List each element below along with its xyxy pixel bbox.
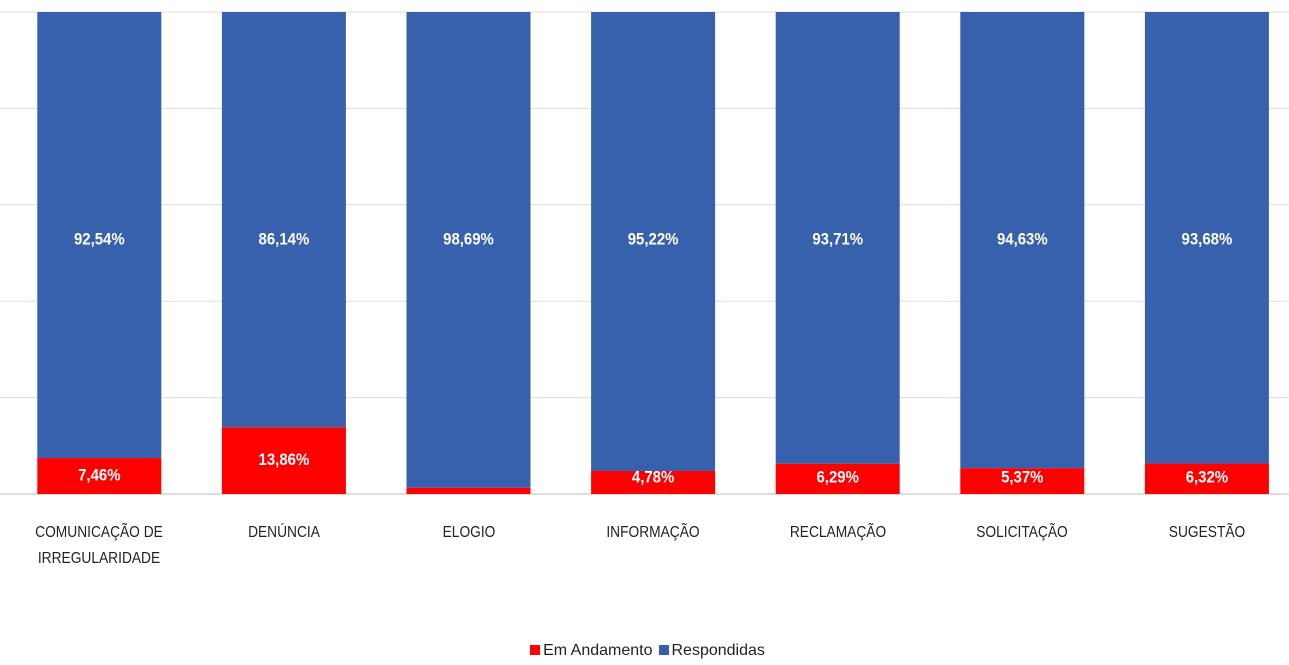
data-label: 13,86% — [259, 451, 310, 469]
data-label: 92,54% — [74, 231, 125, 249]
data-label: 4,78% — [632, 469, 674, 487]
bar-segment — [37, 12, 162, 459]
data-label: 7,46% — [78, 467, 120, 485]
data-label: 86,14% — [259, 231, 310, 249]
bar-segment — [591, 470, 716, 494]
bar-segment — [406, 12, 531, 488]
legend-label: Respondidas — [671, 642, 765, 659]
bar-segment — [1144, 463, 1269, 494]
data-label: 95,22% — [628, 231, 679, 249]
legend-swatch — [530, 645, 541, 655]
data-label: 98,69% — [443, 231, 494, 249]
bar-segment — [775, 12, 900, 464]
data-label: 6,29% — [817, 469, 859, 487]
data-label: 6,32% — [1186, 469, 1228, 487]
data-label: 93,68% — [1182, 231, 1233, 249]
bar-segment — [1144, 12, 1269, 464]
legend-swatch — [658, 645, 669, 655]
data-label: 94,63% — [997, 231, 1048, 249]
x-tick-label: RECLAMAÇÃO — [789, 524, 886, 541]
bar-segment — [960, 468, 1085, 494]
x-tick-label: DENÚNCIA — [247, 524, 320, 541]
x-tick-label: ELOGIO — [442, 524, 495, 541]
bar-segment — [960, 12, 1085, 469]
bar-segment — [775, 463, 900, 494]
x-tick-label: SUGESTÃO — [1168, 524, 1246, 541]
bar-segment — [406, 487, 531, 494]
x-tick-label: INFORMAÇÃO — [606, 524, 700, 541]
data-label: 5,37% — [1001, 469, 1043, 487]
data-label: 93,71% — [812, 231, 863, 249]
bar-segment — [221, 12, 346, 428]
x-tick-label: SOLICITAÇÃO — [976, 524, 1069, 541]
bar-segment — [591, 12, 716, 471]
legend: Em Andamento Respondidas — [0, 642, 1289, 660]
bar-segment — [221, 427, 346, 494]
x-tick-label: COMUNICAÇÃO DE IRREGULARIDADE — [35, 524, 164, 567]
bar-segment — [37, 458, 162, 494]
legend-label: Em Andamento — [543, 642, 653, 659]
